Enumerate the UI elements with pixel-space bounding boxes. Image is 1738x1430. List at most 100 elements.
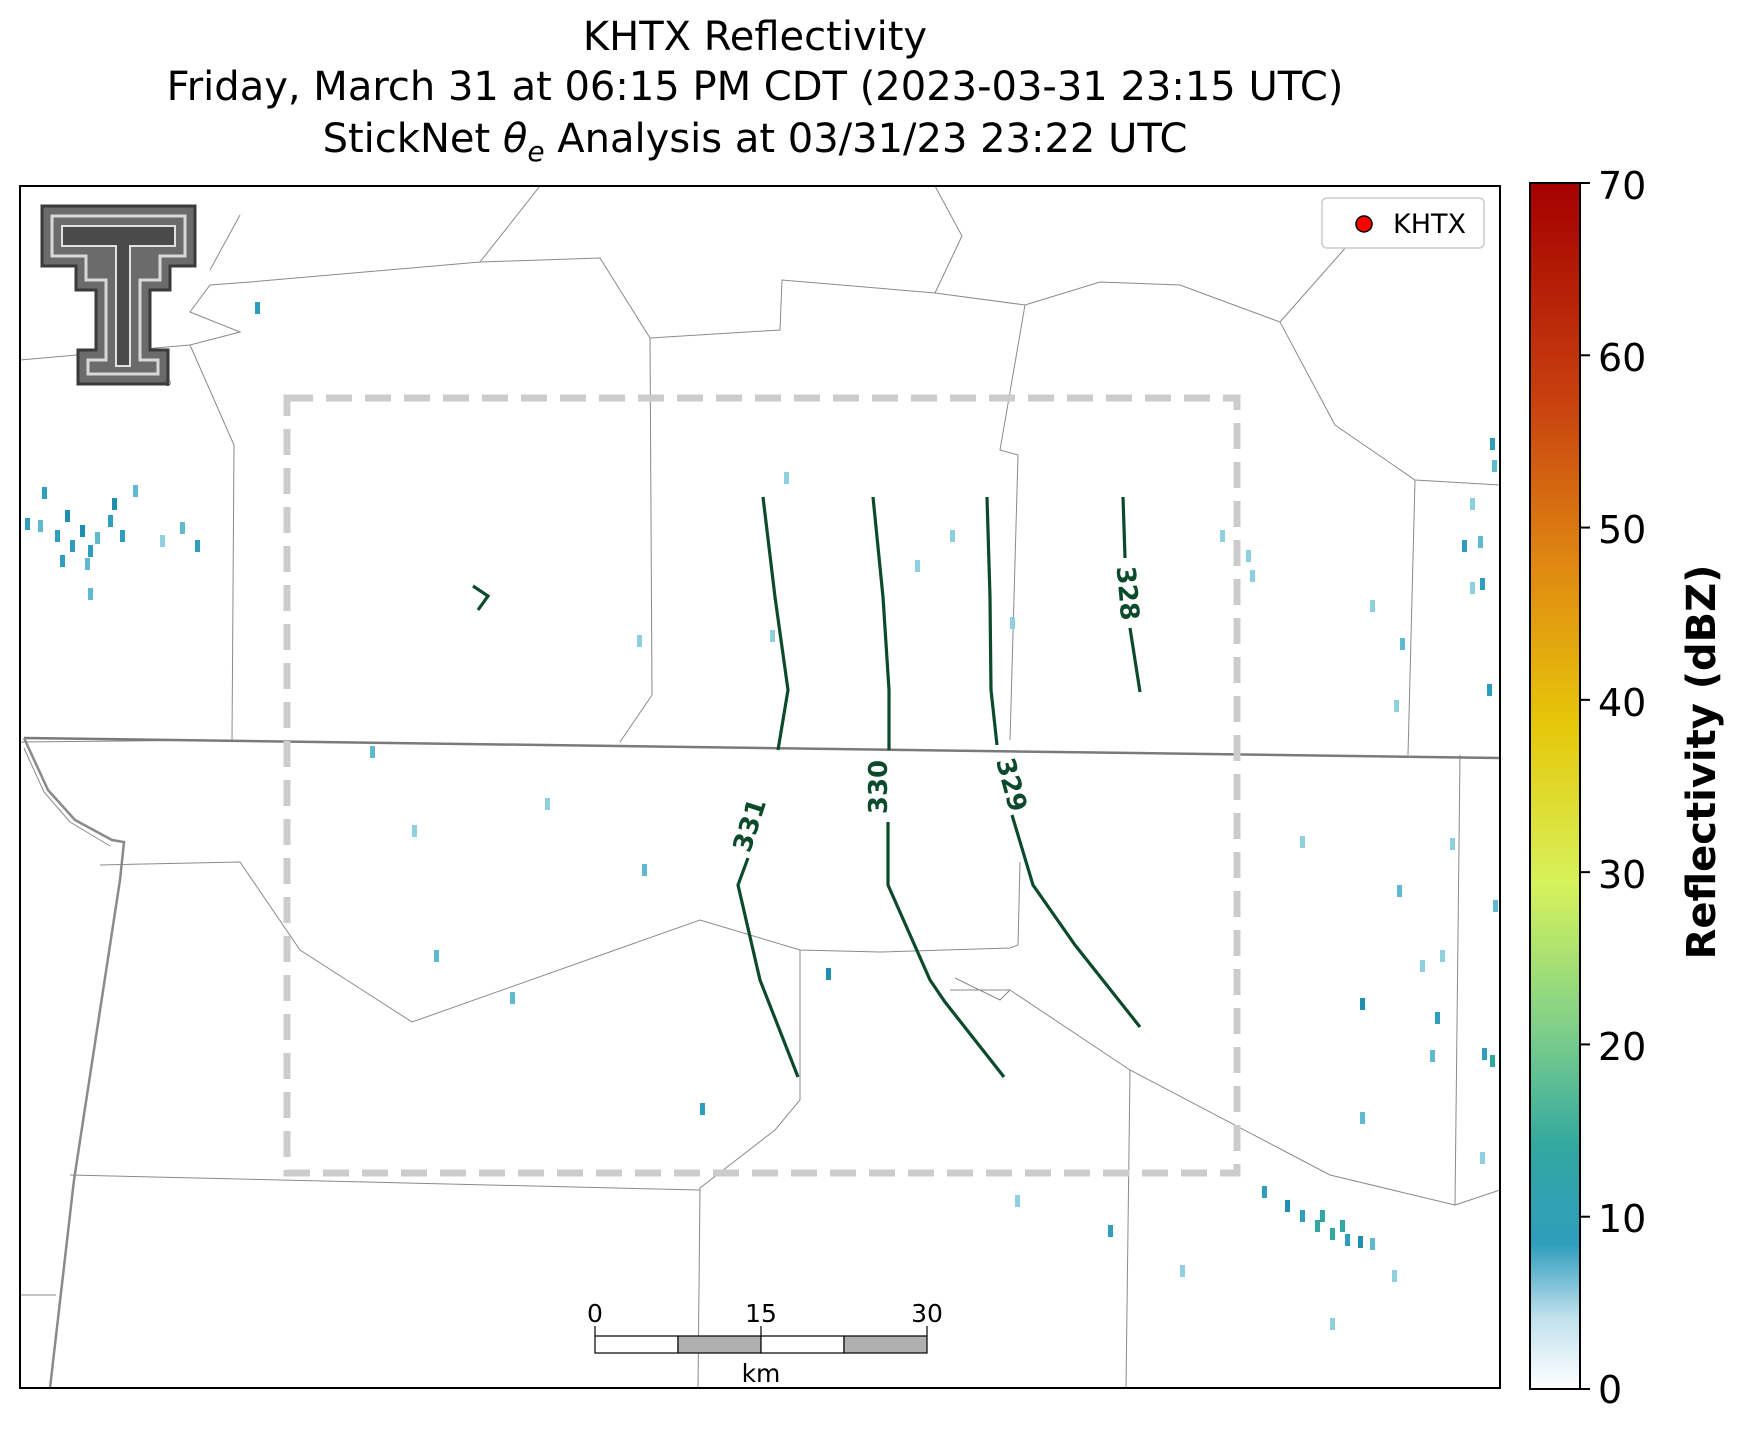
title-line-3-suffix: Analysis at 03/31/23 23:22 UTC [544, 116, 1188, 162]
echo-pixel [1493, 900, 1498, 912]
echo-pixel [1285, 1200, 1290, 1212]
theta-e-contours [472, 496, 1142, 1078]
colorbar-label: Reflectivity (dBZ) [1679, 564, 1725, 960]
echo-pixel [95, 532, 100, 544]
contour-329 [1010, 814, 1142, 1028]
echo-pixel [510, 992, 515, 1004]
echo-pixel [370, 746, 375, 758]
echo-pixel [1490, 1055, 1495, 1067]
county-line [619, 337, 653, 743]
analysis-domain-box [283, 394, 1241, 1177]
scale-bar: 0 15 30 km [587, 1299, 943, 1388]
theta-symbol: θ [502, 116, 528, 162]
contour-fragment [472, 584, 491, 611]
colorbar-gradient [1529, 182, 1581, 1390]
map-frame [19, 185, 1501, 1389]
echo-pixel [1397, 885, 1402, 897]
state-border [22, 737, 126, 1388]
echo-pixel [1440, 950, 1445, 962]
echo-pixel [915, 560, 920, 572]
echo-pixel [25, 518, 30, 530]
county-line [209, 214, 241, 271]
colorbar-tick-60: 60 [1598, 336, 1647, 380]
echo-pixel [1180, 1265, 1185, 1277]
echo-pixel [133, 485, 138, 497]
echo-pixel [1370, 600, 1375, 612]
contour-label-330: 330 [864, 760, 894, 814]
echo-pixel [1315, 1220, 1320, 1232]
echo-pixel [1394, 700, 1399, 712]
county-line [1125, 1069, 1131, 1388]
scale-unit: km [742, 1359, 781, 1388]
echo-pixel [1470, 498, 1475, 510]
colorbar-tick-10: 10 [1598, 1197, 1647, 1241]
echo-pixel [195, 540, 200, 552]
reflectivity-echoes [25, 302, 1498, 1330]
county-line [1407, 479, 1416, 756]
echo-pixel [1480, 1152, 1485, 1164]
echo-pixel [1010, 617, 1015, 629]
state-border [23, 736, 1500, 760]
echo-pixel [60, 555, 65, 567]
county-line [479, 186, 541, 263]
colorbar-tick-70: 70 [1598, 164, 1647, 208]
echo-pixel [642, 864, 647, 876]
echo-pixel [637, 635, 642, 647]
contour-331 [736, 857, 800, 1078]
echo-pixel [1480, 578, 1485, 590]
echo-pixel [1300, 836, 1305, 848]
echo-pixel [1262, 1186, 1267, 1198]
title-line-3: StickNet θe Analysis at 03/31/23 23:22 U… [0, 116, 1510, 168]
contour-330 [886, 822, 1006, 1078]
echo-pixel [1015, 1195, 1020, 1207]
county-line [697, 950, 801, 1388]
echo-pixel [1435, 1012, 1440, 1024]
scale-tick-15: 15 [745, 1299, 777, 1328]
echo-pixel [160, 535, 165, 547]
colorbar [1529, 182, 1590, 1390]
echo-pixel [65, 510, 70, 522]
echo-pixel [434, 950, 439, 962]
contour-331 [761, 496, 790, 751]
county-line [954, 977, 1456, 1206]
echo-pixel [1450, 838, 1455, 850]
echo-pixel [1358, 1236, 1363, 1248]
echo-pixel [1470, 582, 1475, 594]
echo-pixel [1370, 1238, 1375, 1250]
echo-pixel [1400, 638, 1405, 650]
legend-label: KHTX [1393, 209, 1466, 240]
echo-pixel [412, 825, 417, 837]
echo-pixel [826, 968, 831, 980]
contour-label-328: 328 [1110, 565, 1145, 622]
colorbar-tick-50: 50 [1598, 508, 1647, 552]
echo-pixel [770, 630, 775, 642]
contour-330 [871, 496, 891, 750]
echo-pixel [1360, 1112, 1365, 1124]
echo-pixel [1490, 438, 1495, 450]
contour-328 [1121, 496, 1127, 559]
echo-pixel [108, 515, 113, 527]
echo-pixel [1420, 960, 1425, 972]
scale-tick-0: 0 [587, 1299, 603, 1328]
echo-pixel [1108, 1225, 1113, 1237]
echo-pixel [1430, 1050, 1435, 1062]
title-line-2: Friday, March 31 at 06:15 PM CDT (2023-0… [166, 64, 1344, 110]
echo-pixel [1330, 1318, 1335, 1330]
radar-marker-icon [1355, 215, 1373, 233]
echo-pixel [88, 588, 93, 600]
echo-pixel [255, 302, 260, 314]
echo-pixel [1360, 998, 1365, 1010]
county-line [934, 186, 963, 294]
echo-pixel [112, 498, 117, 510]
colorbar-tick-30: 30 [1598, 853, 1647, 897]
echo-pixel [1492, 460, 1497, 472]
echo-pixel [1482, 1048, 1487, 1060]
echo-pixel [1246, 550, 1251, 562]
svg-text:®: ® [163, 379, 172, 389]
colorbar-tick-0: 0 [1598, 1368, 1623, 1412]
echo-pixel [1392, 1270, 1397, 1282]
echo-pixel [784, 472, 789, 484]
legend: KHTX [1321, 197, 1485, 249]
echo-pixel [1345, 1234, 1350, 1246]
